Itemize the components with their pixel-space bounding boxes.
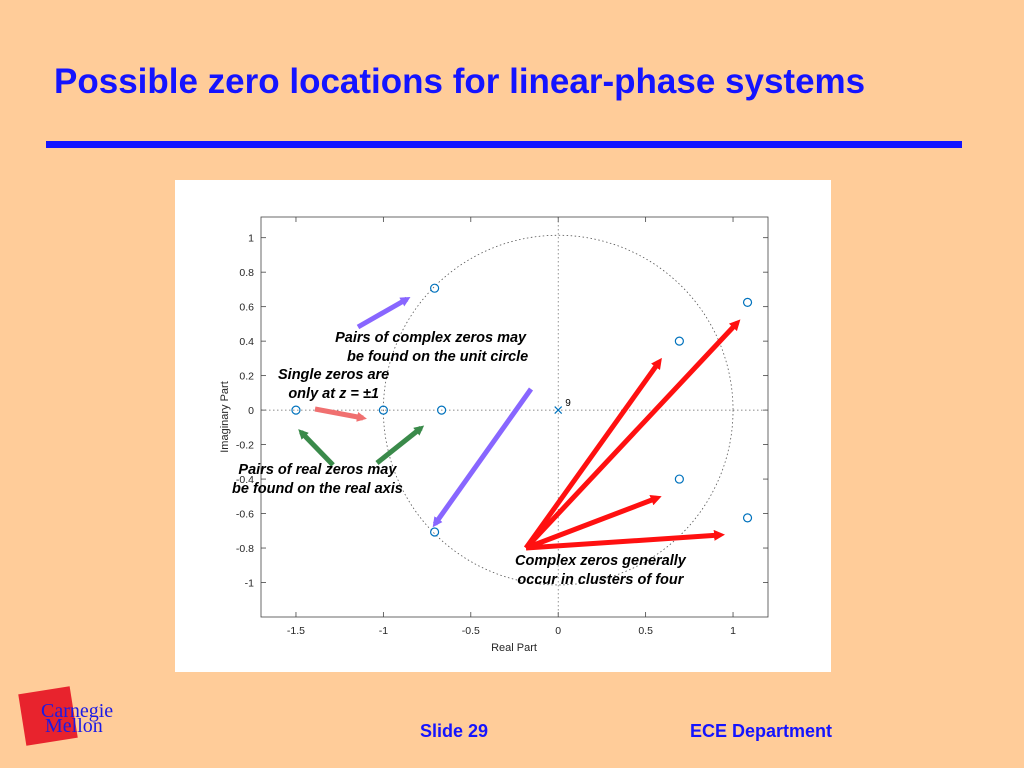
y-tick-label: 0 xyxy=(248,405,254,417)
y-tick-label: 0.2 xyxy=(239,371,254,383)
pole-marker xyxy=(554,406,563,415)
axes-box xyxy=(260,216,769,618)
x-tick-label: -1.5 xyxy=(287,625,305,637)
x-tick-label: 1 xyxy=(730,625,736,637)
y-tick-label: -0.4 xyxy=(236,474,254,486)
zero-marker xyxy=(742,513,753,523)
zero-marker xyxy=(291,405,301,415)
y-tick-label: -0.2 xyxy=(236,440,254,452)
logo-text-line2: Mellon xyxy=(45,715,103,737)
pole-multiplicity-label: 9 xyxy=(565,398,571,409)
y-tick-label: -0.6 xyxy=(236,509,254,521)
pole-zero-plot: -1.5 -1 -0.5 0 0.5 1 1 0.8 0.6 0.4 0.2 0 -0.2 -0.4 -0.… xyxy=(219,216,769,654)
annotation-arrows xyxy=(298,296,741,551)
zero-marker xyxy=(742,297,753,307)
plot-marks: 9 xyxy=(291,283,753,537)
x-tick-label: 0 xyxy=(555,625,561,637)
y-tick-label: 0.8 xyxy=(239,267,254,279)
arrow-to-cluster-zero-2 xyxy=(524,319,741,550)
x-tick-label: -0.5 xyxy=(462,625,480,637)
zero-marker xyxy=(430,283,440,293)
x-axis-label: Real Part xyxy=(491,642,537,654)
slide-title: Possible zero locations for linear-phase… xyxy=(54,62,866,101)
annotation-real-pairs: Pairs of real zeros may be found on the … xyxy=(232,462,403,497)
zero-marker xyxy=(674,474,684,484)
annotation-single-zeros: Single zeros are only at z = ±1 xyxy=(278,367,390,402)
y-tick-label: 0.4 xyxy=(239,336,254,348)
slide-number: Slide 29 xyxy=(420,721,489,741)
arrow-to-cluster-zero-1 xyxy=(523,357,662,550)
axis-ticks: -1.5 -1 -0.5 0 0.5 1 1 0.8 0.6 0.4 0.2 0 -0.2 -0.4 -0.… xyxy=(236,217,768,637)
zero-marker xyxy=(430,527,440,537)
y-tick-label: -1 xyxy=(245,578,254,590)
pole-zero-plot-panel: -1.5 -1 -0.5 0 0.5 1 1 0.8 0.6 0.4 0.2 0 -0.2 -0.4 -0.… xyxy=(175,180,831,672)
y-tick-label: 0.6 xyxy=(239,302,254,314)
unit-circle xyxy=(382,234,734,586)
zero-marker xyxy=(436,405,447,415)
carnegie-mellon-logo: Carnegie Mellon xyxy=(18,686,138,750)
x-tick-label: 0.5 xyxy=(638,625,653,637)
annotation-clusters-of-four: Complex zeros generally occur in cluster… xyxy=(515,553,686,588)
zero-marker xyxy=(674,336,684,346)
title-underline xyxy=(46,141,962,148)
logo-text-line1: Carnegie xyxy=(41,700,114,722)
arrow-to-cluster-zero-4 xyxy=(525,529,725,551)
annotation-complex-unit-circle: Pairs of complex zeros may be found on t… xyxy=(335,330,529,365)
zero-marker xyxy=(378,405,388,415)
arrow-to-lower-circle-zero xyxy=(432,387,534,528)
y-axis-label: Imaginary Part xyxy=(219,381,231,453)
arrow-to-real-zero-left xyxy=(298,429,335,467)
y-tick-label: -0.8 xyxy=(236,543,254,555)
x-tick-label: -1 xyxy=(379,625,388,637)
arrow-to-z-minus-one xyxy=(314,406,367,422)
y-tick-label: 1 xyxy=(248,233,254,245)
arrow-to-real-zero-right xyxy=(375,425,425,465)
arrow-to-cluster-zero-3 xyxy=(525,495,662,551)
department-label: ECE Department xyxy=(690,721,833,741)
arrow-to-upper-circle-zero xyxy=(356,296,411,330)
